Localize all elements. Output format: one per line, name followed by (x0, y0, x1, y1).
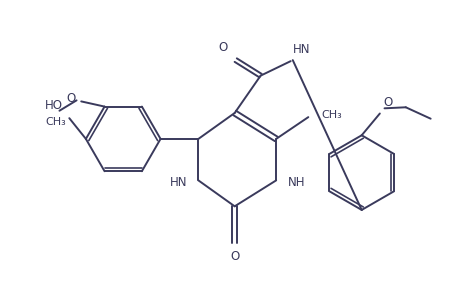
Text: O: O (67, 92, 76, 105)
Text: HN: HN (293, 43, 310, 56)
Text: NH: NH (288, 177, 305, 190)
Text: O: O (383, 96, 393, 109)
Text: CH₃: CH₃ (321, 110, 342, 120)
Text: CH₃: CH₃ (45, 117, 66, 127)
Text: HO: HO (45, 99, 62, 112)
Text: O: O (218, 41, 228, 54)
Text: HN: HN (169, 177, 187, 190)
Text: O: O (230, 250, 239, 263)
